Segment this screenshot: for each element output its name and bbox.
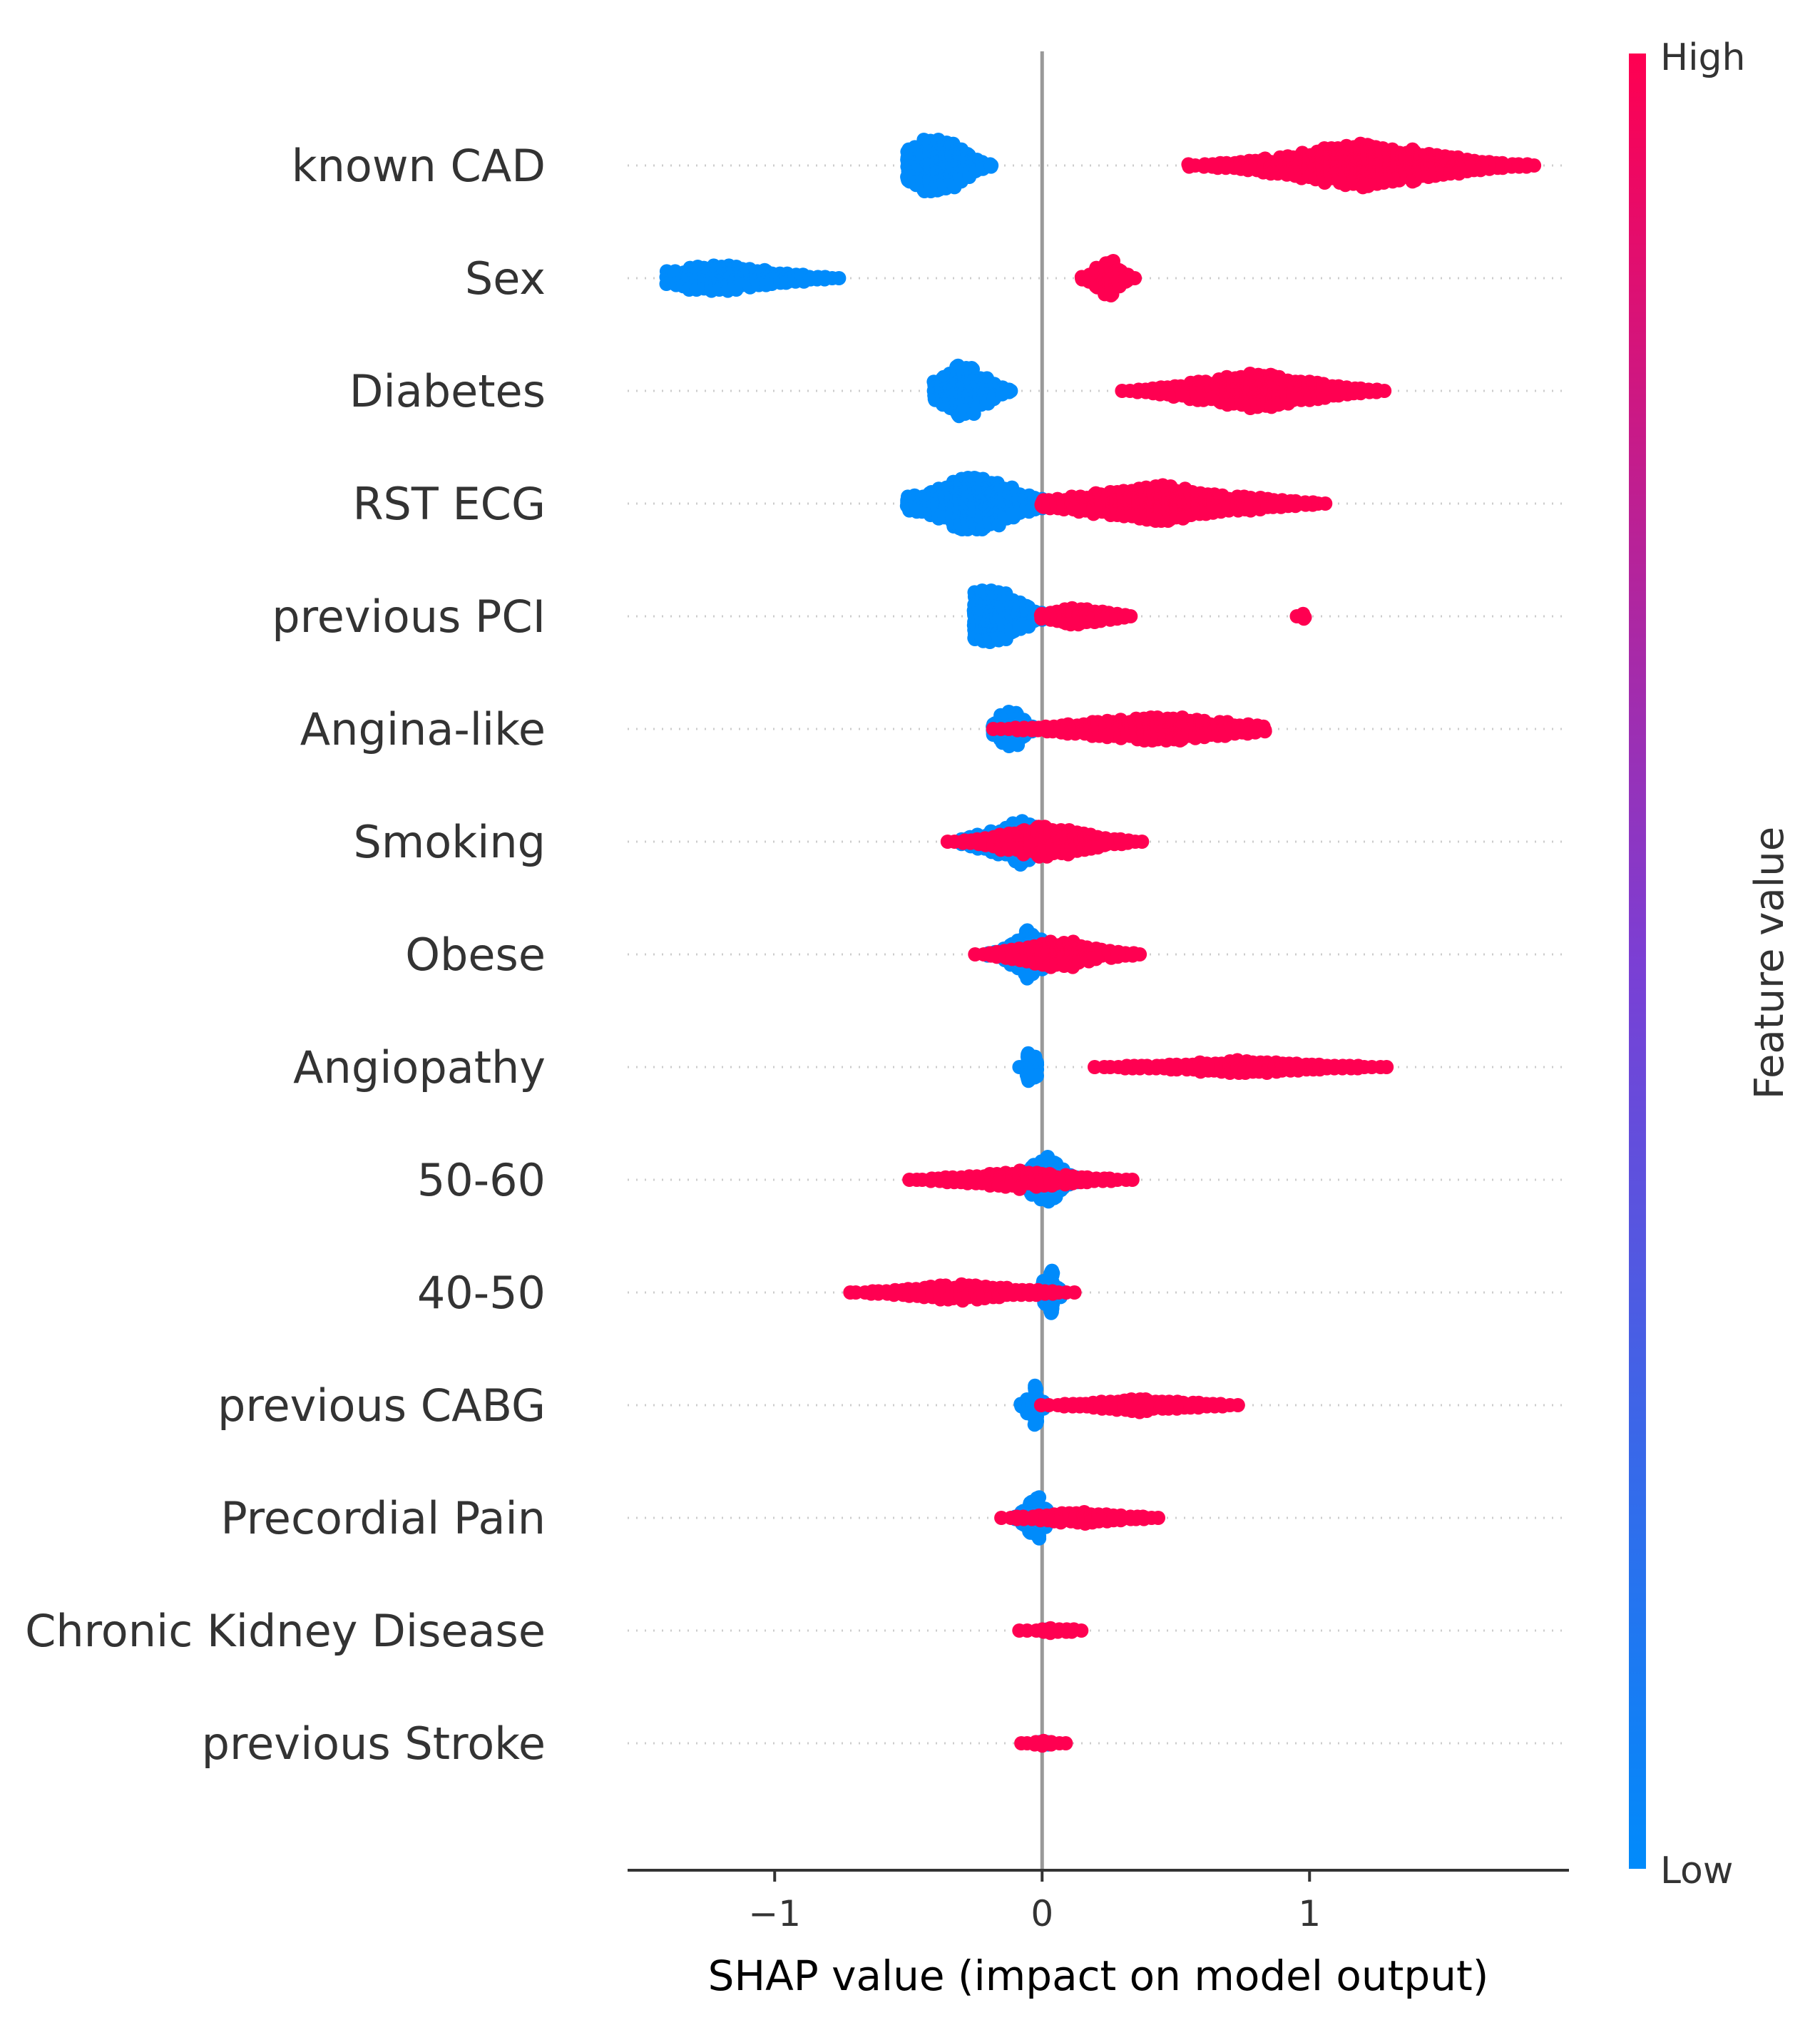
shap-point-high (1297, 611, 1312, 626)
points-layer (659, 133, 1542, 1753)
shap-point-high (1128, 271, 1142, 285)
shap-point-high (1318, 496, 1333, 511)
shap-point-low (1002, 384, 1017, 399)
shap-point-low (983, 159, 998, 174)
shap-point-low (832, 271, 847, 285)
shap-point-high (1103, 288, 1118, 302)
shap-point-high (1527, 158, 1542, 173)
shap-point-high (1257, 724, 1272, 739)
shap-point-high (1123, 609, 1138, 623)
shap-point-high (1133, 947, 1147, 962)
shap-point-low (1028, 1070, 1042, 1085)
shap-point-high (1377, 384, 1392, 398)
shap-point-high (1135, 835, 1150, 849)
